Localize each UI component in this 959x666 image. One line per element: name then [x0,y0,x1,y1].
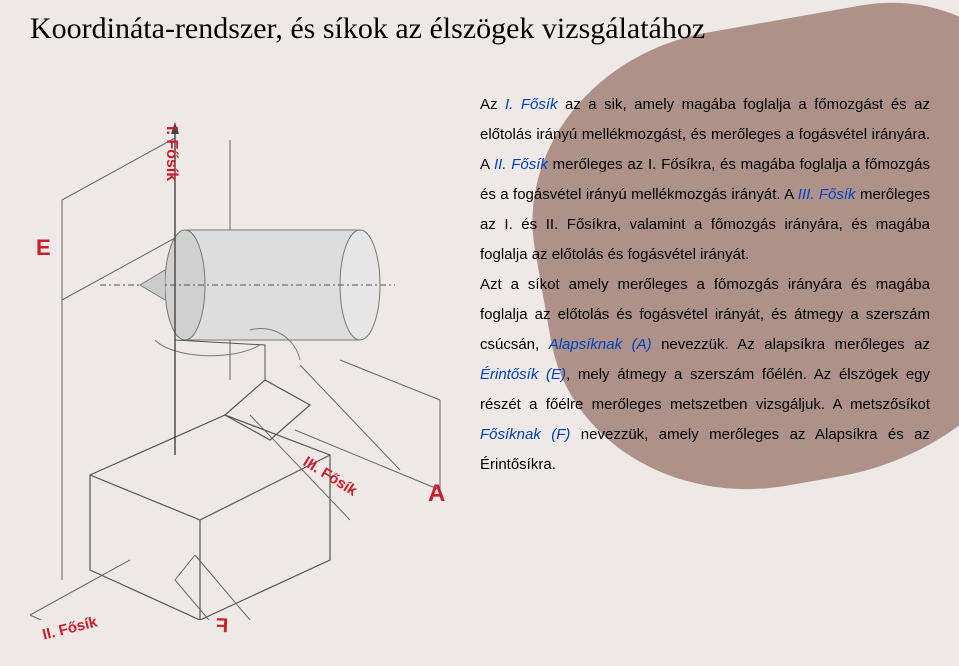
t1f: III. Fősík [798,186,856,203]
t2d: Érintősík (E) [480,366,566,383]
body-text: Az I. Fősík az a sik, amely magába fogla… [480,90,930,480]
t1a: Az [480,96,505,113]
t2b: Alapsíknak (A) [549,336,652,353]
t2f: Fősíknak (F) [480,426,570,443]
t2c: nevezzük. Az alapsíkra merőleges az [652,336,930,353]
t1b: I. Fősík [505,96,558,113]
page-title: Koordináta-rendszer, és síkok az élszöge… [30,12,705,46]
label-fosik-1: I. Fősík [162,126,180,181]
coordinate-diagram [0,60,460,620]
label-a: A [428,480,445,508]
label-e: E [36,235,51,261]
diagram-container: E A F I. Fősík II. Fősík III. Fősík [0,60,460,620]
t1d: II. Fősík [494,156,548,173]
label-f: F [216,615,229,638]
